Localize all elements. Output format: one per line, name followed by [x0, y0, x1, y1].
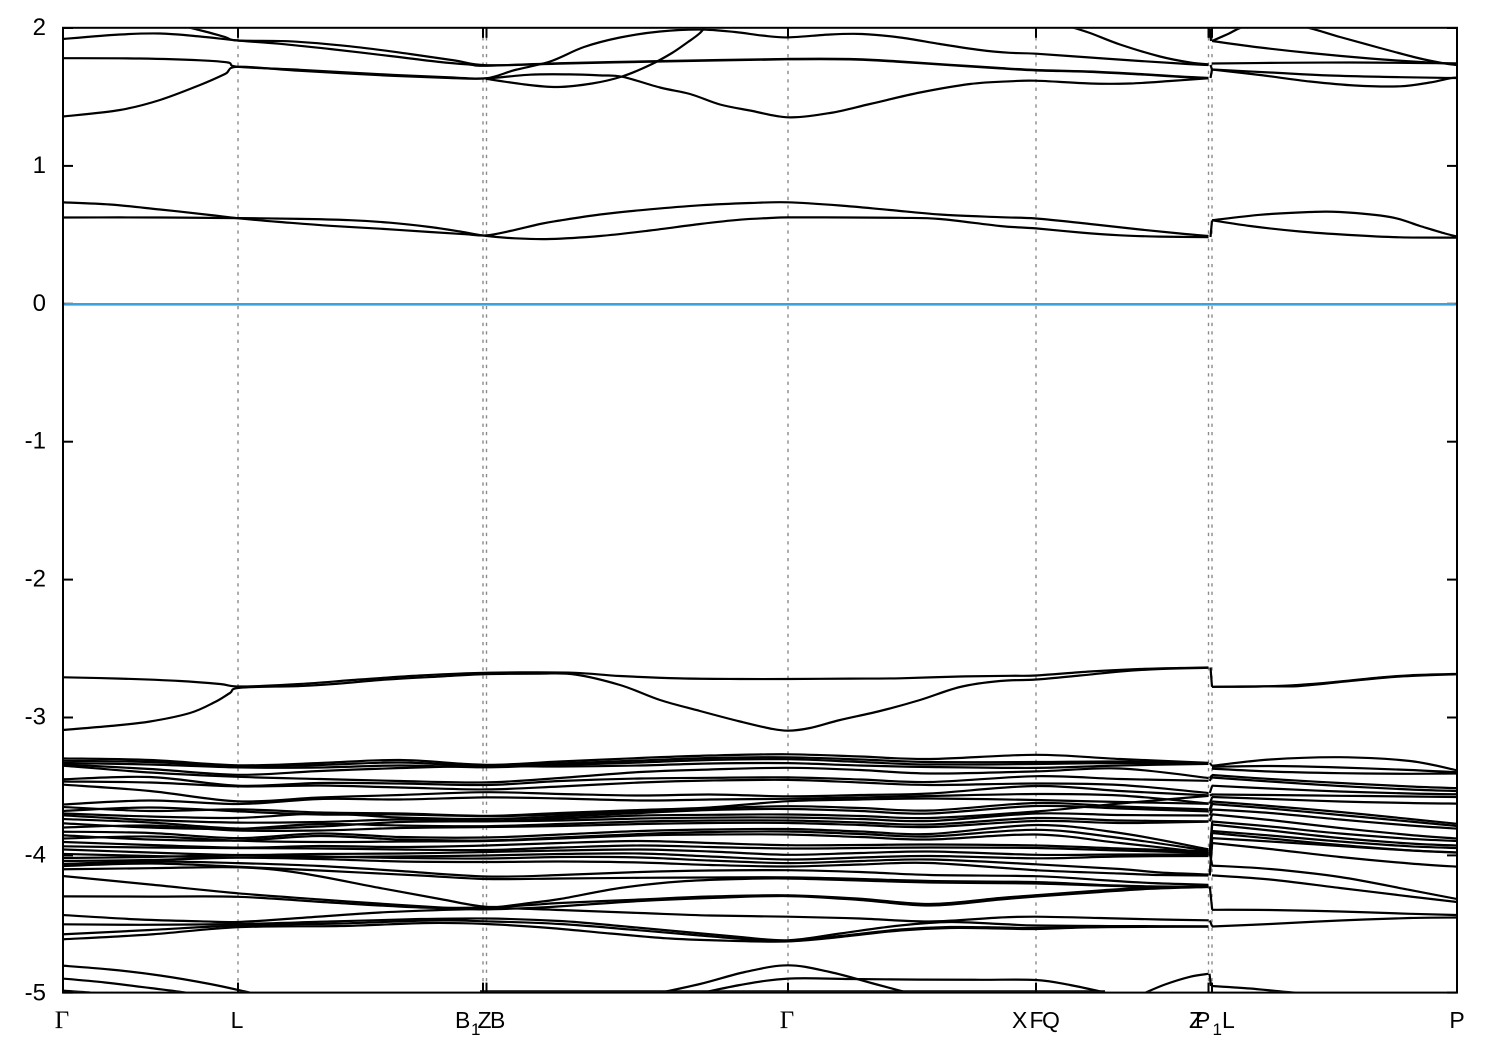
svg-text:1: 1 [1213, 1020, 1222, 1039]
svg-text:P: P [1195, 1007, 1210, 1033]
svg-text:1: 1 [471, 1020, 480, 1039]
svg-text:Γ: Γ [55, 1007, 69, 1034]
svg-text:Q: Q [1042, 1007, 1060, 1033]
svg-text:-4: -4 [25, 841, 46, 868]
svg-text:L: L [231, 1007, 244, 1033]
svg-text:-3: -3 [25, 704, 46, 731]
svg-text:F: F [1030, 1007, 1044, 1033]
svg-text:1: 1 [33, 152, 46, 179]
svg-text:-5: -5 [25, 979, 46, 1006]
svg-text:P: P [1449, 1007, 1464, 1033]
svg-text:-1: -1 [25, 428, 46, 455]
svg-text:B: B [490, 1007, 505, 1033]
svg-text:Z: Z [1189, 1007, 1203, 1033]
svg-text:L: L [1222, 1007, 1235, 1033]
svg-text:Z: Z [478, 1007, 492, 1033]
svg-text:-2: -2 [25, 566, 46, 593]
svg-text:B: B [455, 1007, 470, 1033]
svg-text:2: 2 [33, 14, 46, 41]
svg-text:Γ: Γ [780, 1007, 794, 1034]
svg-text:X: X [1012, 1007, 1027, 1033]
svg-text:0: 0 [33, 290, 46, 317]
